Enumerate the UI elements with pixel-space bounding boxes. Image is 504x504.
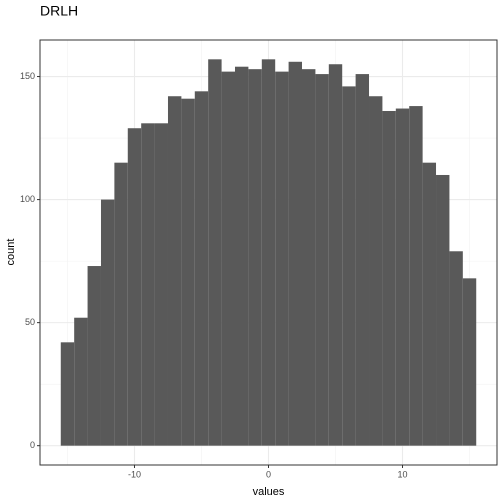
bar <box>248 69 262 446</box>
bar <box>328 64 343 446</box>
bar <box>234 66 249 446</box>
bar <box>127 128 142 446</box>
plot-border <box>39 39 498 466</box>
chart-title: DRLH <box>40 3 78 19</box>
bar <box>355 74 370 446</box>
y-tick-label: 0 <box>30 440 35 450</box>
bar <box>395 108 410 446</box>
bar <box>87 266 101 446</box>
bar <box>154 123 168 446</box>
bar <box>221 71 235 446</box>
y-tick-label: 50 <box>25 317 35 327</box>
x-axis-label: values <box>253 486 285 498</box>
bar <box>100 199 115 446</box>
y-tick-label: 100 <box>20 194 35 204</box>
bar <box>302 69 316 446</box>
bar <box>181 98 195 446</box>
y-axis-label: count <box>5 239 17 266</box>
bar <box>369 96 383 446</box>
bar <box>208 59 222 446</box>
bar <box>449 251 463 446</box>
bar <box>422 162 437 446</box>
bar <box>261 59 276 446</box>
bar <box>60 342 75 446</box>
bar <box>409 106 423 446</box>
bar <box>194 91 209 446</box>
y-tick-label: 150 <box>20 71 35 81</box>
x-tick-label: 10 <box>398 469 408 479</box>
bar <box>462 278 477 446</box>
x-tick-label: -10 <box>128 469 141 479</box>
bar <box>275 71 289 446</box>
bar <box>288 61 303 446</box>
bar <box>436 174 450 446</box>
bar <box>114 162 128 446</box>
x-tick-label: 0 <box>266 469 271 479</box>
bar <box>342 86 356 446</box>
bar <box>167 96 182 446</box>
bar <box>74 317 88 446</box>
bar <box>315 74 329 446</box>
bar <box>382 110 396 446</box>
bar <box>141 123 155 446</box>
